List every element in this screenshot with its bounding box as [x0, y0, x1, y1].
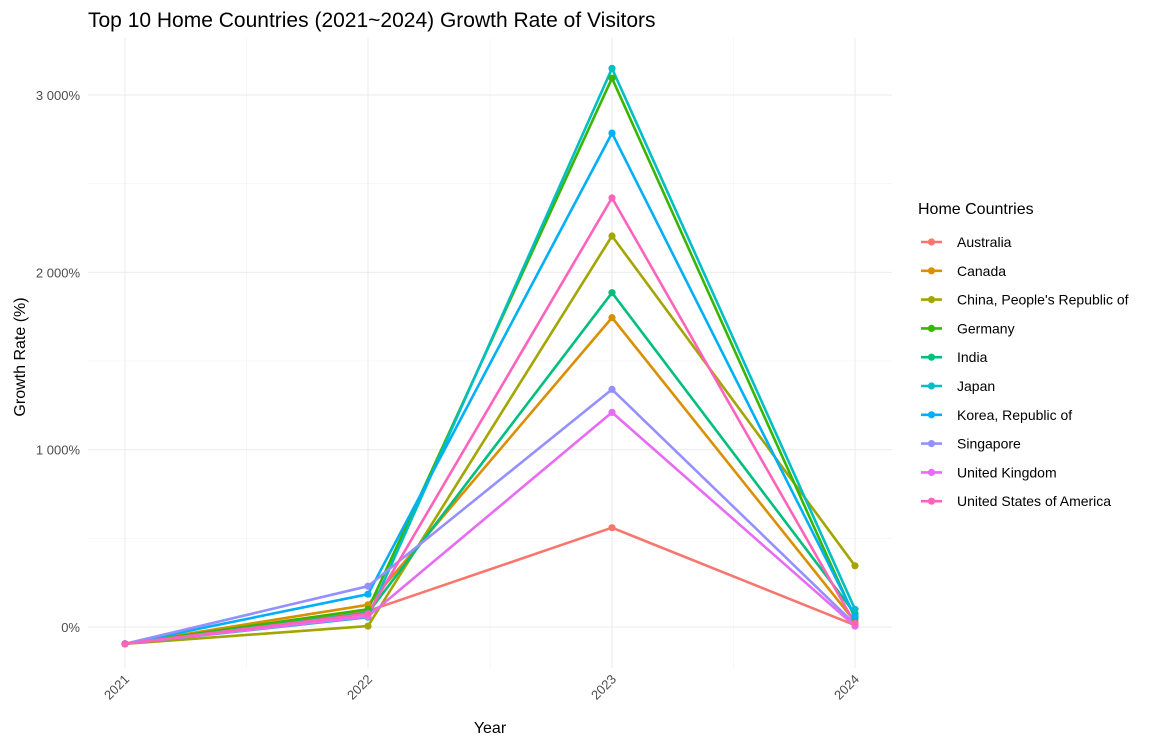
series-line — [124, 411, 856, 646]
legend-label: United States of America — [957, 493, 1111, 509]
data-point — [364, 582, 372, 590]
x-tick-label: 2024 — [831, 672, 862, 703]
data-point — [364, 590, 372, 598]
legend-key-point — [927, 324, 936, 332]
data-point — [608, 194, 616, 202]
grid — [88, 38, 892, 668]
x-tick-label: 2021 — [101, 672, 132, 703]
legend-key-point — [927, 296, 936, 304]
series-line — [124, 131, 857, 646]
y-tick-label: 0% — [61, 620, 80, 635]
y-tick-label: 1 000% — [36, 443, 81, 458]
legend-label: United Kingdom — [957, 464, 1057, 480]
x-tick-labels: 2021 2022 2023 2024 — [101, 672, 862, 703]
series-line — [124, 234, 857, 646]
legend-key-point — [927, 267, 936, 275]
data-point — [851, 605, 859, 613]
legend-key-point — [927, 411, 936, 419]
y-axis-title: Growth Rate (%) — [12, 297, 29, 416]
x-tick-label: 2022 — [344, 672, 375, 703]
data-point — [608, 74, 616, 82]
legend: Home Countries Australia Canada China, Peo… — [918, 201, 1129, 509]
data-point — [608, 129, 616, 137]
legend-label: China, People's Republic of — [957, 292, 1129, 308]
legend-label: Australia — [957, 234, 1012, 250]
legend-label: Singapore — [957, 436, 1021, 452]
legend-key-point — [927, 468, 936, 476]
data-point — [851, 562, 859, 570]
legend-key-point — [927, 353, 936, 361]
data-point — [608, 524, 616, 532]
data-point — [364, 622, 372, 630]
data-point — [608, 64, 616, 72]
series-line — [124, 388, 856, 646]
y-tick-label: 2 000% — [36, 265, 81, 280]
y-tick-label: 3 000% — [36, 88, 81, 103]
data-point — [608, 314, 616, 322]
y-tick-labels: 0% 1 000% 2 000% 3 000% — [36, 88, 81, 635]
legend-label: Canada — [957, 263, 1006, 279]
legend-key-point — [927, 238, 936, 246]
data-point — [121, 640, 129, 648]
legend-key-point — [927, 440, 936, 448]
data-point — [608, 232, 616, 240]
chart-title: Top 10 Home Countries (2021~2024) Growth… — [88, 9, 656, 32]
series-lines — [124, 67, 857, 646]
data-point — [608, 385, 616, 393]
legend-items: Australia Canada China, People's Republic … — [921, 234, 1129, 509]
legend-key-point — [927, 382, 936, 390]
data-point — [608, 408, 616, 416]
legend-label: India — [957, 349, 988, 365]
series-points — [121, 64, 859, 648]
data-point — [608, 289, 616, 297]
series-line — [124, 196, 857, 646]
legend-label: Germany — [957, 320, 1015, 336]
data-point — [851, 619, 859, 628]
legend-label: Korea, Republic of — [957, 407, 1072, 423]
legend-title: Home Countries — [918, 201, 1034, 218]
legend-label: Japan — [957, 378, 995, 394]
legend-key-point — [927, 497, 936, 505]
x-axis-title: Year — [474, 720, 507, 737]
data-point — [364, 610, 372, 618]
data-point — [851, 612, 859, 621]
x-tick-label: 2023 — [588, 672, 619, 703]
series-line — [124, 316, 857, 646]
